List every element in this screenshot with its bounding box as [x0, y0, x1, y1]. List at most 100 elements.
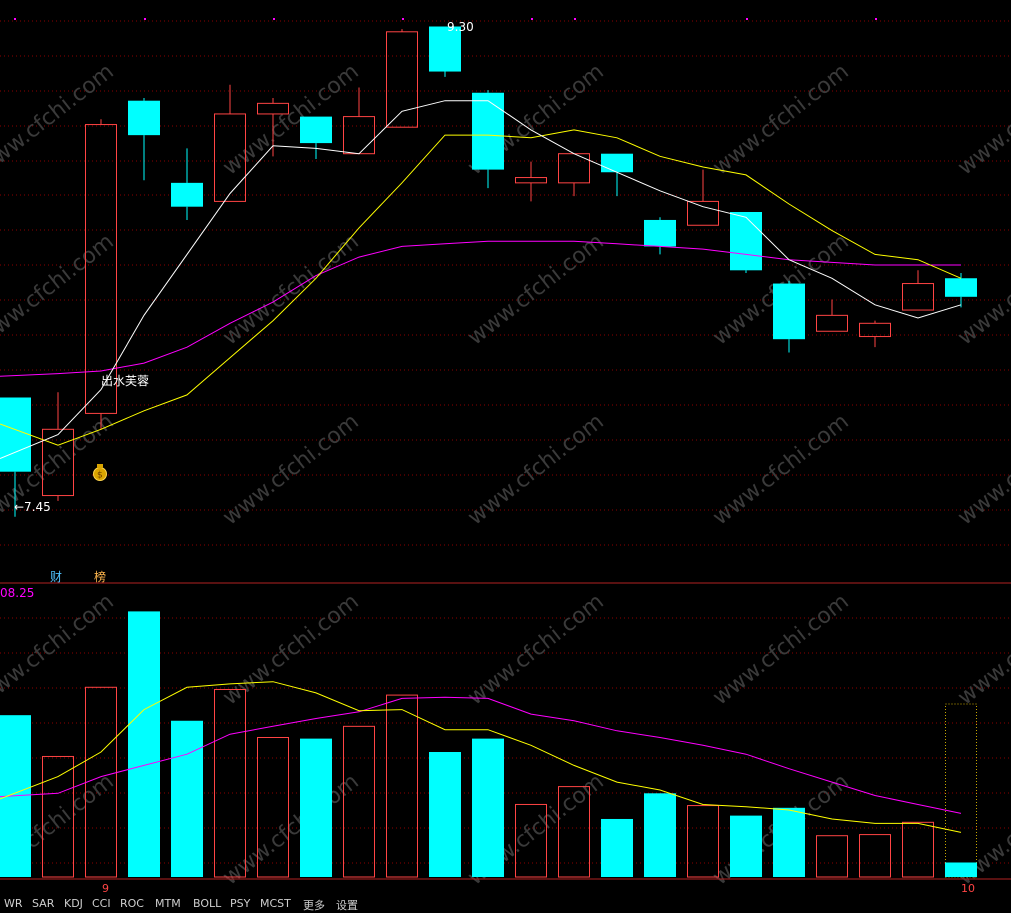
watermark-text: www.cfchi.com: [463, 589, 608, 710]
volume-bar[interactable]: [42, 755, 74, 878]
candle-body: [257, 102, 289, 115]
tab-10[interactable]: 设置: [336, 899, 358, 912]
volume-moving-averages: [0, 681, 962, 833]
volume-bar[interactable]: [171, 720, 203, 877]
volume-bar[interactable]: [644, 793, 676, 877]
candle-body: [214, 113, 246, 202]
candle-body: [429, 26, 461, 72]
watermark-text: www.cfchi.com: [708, 409, 853, 530]
tab-9[interactable]: 更多: [303, 899, 325, 912]
candles-layer[interactable]: [0, 26, 977, 517]
ma-line-white: [0, 100, 962, 459]
candle-body: [0, 397, 31, 472]
candle[interactable]: [472, 90, 504, 189]
watermark-text: www.cfchi.com: [953, 59, 1011, 180]
money-bag-icon[interactable]: $: [93, 464, 107, 481]
ma-line-magenta: [0, 240, 961, 377]
volume-bars-layer[interactable]: [0, 611, 977, 878]
top-marker-dots: [14, 18, 877, 20]
marker-dot: [574, 18, 576, 20]
candle-body: [42, 428, 74, 497]
volume-bar[interactable]: [472, 738, 504, 877]
volume-bar[interactable]: [558, 786, 590, 878]
low-price-label: ←7.45: [14, 500, 51, 514]
candle-body: [601, 153, 633, 173]
candle-body: [386, 31, 418, 128]
volume-bar[interactable]: [816, 835, 848, 878]
candle[interactable]: [0, 397, 31, 517]
volume-bar[interactable]: [257, 737, 289, 878]
marker-dot: [875, 18, 877, 20]
volume-bar[interactable]: [773, 807, 805, 877]
watermark-text: www.cfchi.com: [218, 409, 363, 530]
marker-dot: [531, 18, 533, 20]
svg-text:$: $: [97, 471, 103, 481]
candle[interactable]: [515, 161, 547, 202]
x-tick-10: 10: [961, 882, 975, 895]
volume-bar[interactable]: [687, 805, 719, 878]
watermark-text: www.cfchi.com: [463, 229, 608, 350]
watermark-text: www.cfchi.com: [218, 59, 363, 180]
candle[interactable]: [85, 119, 117, 430]
rank-label[interactable]: 榜: [94, 569, 106, 584]
candle-body: [343, 116, 375, 155]
candle[interactable]: [601, 153, 633, 197]
candle-body: [773, 283, 805, 340]
volume-bar[interactable]: [902, 821, 934, 878]
volume-bar[interactable]: [515, 803, 547, 878]
watermark-text: www.cfchi.com: [708, 589, 853, 710]
candle[interactable]: [42, 392, 74, 501]
candle-body: [902, 283, 934, 311]
volume-bar[interactable]: [128, 611, 160, 877]
candle[interactable]: [300, 116, 332, 159]
pattern-label: 出水芙蓉: [101, 374, 149, 388]
volume-bar[interactable]: [730, 815, 762, 877]
watermark-text: www.cfchi.com: [708, 59, 853, 180]
candle[interactable]: [945, 272, 977, 308]
price-moving-averages: [0, 100, 962, 459]
volume-bar[interactable]: [300, 738, 332, 877]
x-tick-9: 9: [102, 882, 109, 895]
candle[interactable]: [171, 148, 203, 220]
grid-lines: [0, 20, 1011, 864]
candle[interactable]: [214, 84, 246, 202]
candle[interactable]: [816, 299, 848, 332]
candle[interactable]: [257, 98, 289, 157]
marker-dot: [746, 18, 748, 20]
volume-bar[interactable]: [343, 725, 375, 878]
volume-bar[interactable]: [429, 752, 461, 877]
volume-bar[interactable]: [601, 818, 633, 877]
candle[interactable]: [687, 169, 719, 226]
candle[interactable]: [773, 280, 805, 353]
finance-label[interactable]: 财: [50, 570, 62, 584]
watermark-text: www.cfchi.com: [218, 769, 363, 890]
candle[interactable]: [902, 270, 934, 311]
candle[interactable]: [558, 153, 590, 197]
high-price-label: 9.30: [447, 20, 474, 34]
marker-dot: [14, 18, 16, 20]
candle[interactable]: [128, 98, 160, 181]
candle[interactable]: [386, 29, 418, 128]
candle-body: [515, 177, 547, 184]
volume-bar[interactable]: [859, 834, 891, 878]
candle[interactable]: [730, 212, 762, 273]
watermark-text: www.cfchi.com: [0, 229, 119, 350]
candle-body: [85, 124, 117, 414]
marker-dot: [402, 18, 404, 20]
candle-body: [945, 278, 977, 297]
volume-bar[interactable]: [945, 862, 977, 877]
volume-ma-yellow: [0, 681, 962, 833]
watermark-text: www.cfchi.com: [953, 409, 1011, 530]
candle[interactable]: [644, 217, 676, 255]
volume-bar[interactable]: [386, 694, 418, 878]
marker-dot: [273, 18, 275, 20]
watermark-text: www.cfchi.com: [463, 409, 608, 530]
volume-max-label: 08.25: [0, 586, 34, 600]
candle[interactable]: [429, 26, 461, 77]
candle[interactable]: [859, 320, 891, 348]
candle-body: [687, 200, 719, 226]
volume-bar[interactable]: [214, 689, 246, 878]
candle[interactable]: [343, 87, 375, 155]
candle-body: [300, 116, 332, 144]
